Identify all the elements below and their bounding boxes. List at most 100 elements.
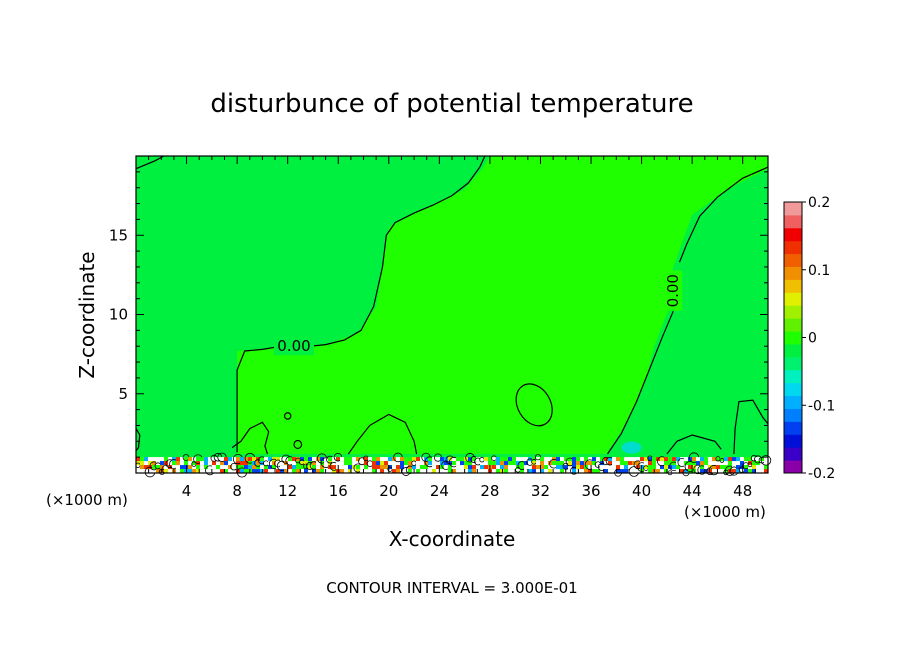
surface-cell xyxy=(724,457,728,462)
surface-cell xyxy=(360,465,364,470)
surface-cell xyxy=(624,469,628,474)
surface-cell xyxy=(312,465,316,470)
surface-cell xyxy=(724,469,728,474)
surface-cell xyxy=(408,465,412,470)
surface-cell xyxy=(608,469,612,474)
surface-cell xyxy=(356,457,360,462)
surface-cell xyxy=(616,469,620,474)
surface-cell xyxy=(216,461,220,466)
surface-cell xyxy=(184,461,188,466)
surface-cell xyxy=(216,465,220,470)
surface-cell xyxy=(260,465,264,470)
x-tick-label: 44 xyxy=(683,482,702,500)
surface-cell xyxy=(156,457,160,462)
surface-cell xyxy=(536,461,540,466)
surface-cell xyxy=(608,461,612,466)
surface-cell xyxy=(744,457,748,462)
colorbar-swatch xyxy=(784,214,802,229)
surface-cell xyxy=(180,465,184,470)
surface-cell xyxy=(316,469,320,474)
surface-cell xyxy=(740,457,744,462)
surface-cell xyxy=(304,469,308,474)
surface-cell xyxy=(296,457,300,462)
surface-cell xyxy=(316,465,320,470)
surface-cell xyxy=(200,465,204,470)
surface-cell xyxy=(452,461,456,466)
surface-cell xyxy=(704,469,708,474)
surface-cell xyxy=(428,461,432,466)
surface-cell xyxy=(372,457,376,462)
colorbar-tick-label: 0.2 xyxy=(808,195,830,211)
surface-cell xyxy=(284,465,288,470)
surface-cell xyxy=(484,457,488,462)
surface-cell xyxy=(628,461,632,466)
surface-cell xyxy=(744,465,748,470)
plot-area: 0.00 0.00 xyxy=(135,155,772,478)
surface-cell xyxy=(596,461,600,466)
surface-cell xyxy=(504,461,508,466)
surface-cell xyxy=(548,469,552,474)
surface-cell xyxy=(212,457,216,462)
contour-label-knockout xyxy=(274,337,314,356)
surface-cell xyxy=(540,469,544,474)
surface-cell xyxy=(236,461,240,466)
surface-cell xyxy=(512,457,516,462)
surface-cell xyxy=(224,465,228,470)
colorbar-swatch xyxy=(784,305,802,319)
surface-cell xyxy=(236,469,240,474)
surface-cell xyxy=(516,461,520,466)
surface-cell xyxy=(404,469,408,474)
surface-cell xyxy=(392,469,396,474)
surface-cell xyxy=(204,469,208,474)
surface-cell xyxy=(728,461,732,466)
surface-cell xyxy=(732,461,736,466)
contour-label: 0.00 xyxy=(277,337,310,355)
surface-cell xyxy=(324,457,328,462)
surface-cell xyxy=(524,461,528,466)
y-axis-label: Z-coordinate xyxy=(75,251,99,378)
surface-cell xyxy=(432,461,436,466)
surface-cell xyxy=(540,465,544,470)
surface-cell xyxy=(568,461,572,466)
colorbar-swatch xyxy=(784,421,802,435)
surface-cell xyxy=(444,465,448,470)
surface-cell xyxy=(748,457,752,462)
surface-cell xyxy=(496,469,500,474)
surface-cell xyxy=(188,469,192,474)
surface-cell xyxy=(596,457,600,462)
surface-cell xyxy=(224,461,228,466)
surface-cell xyxy=(264,469,268,474)
surface-cell xyxy=(156,465,160,470)
surface-cell xyxy=(736,465,740,470)
surface-cell xyxy=(560,465,564,470)
surface-cell xyxy=(248,457,252,462)
surface-cell xyxy=(312,469,316,474)
surface-cell xyxy=(616,465,620,470)
surface-cell xyxy=(556,469,560,474)
surface-cell xyxy=(176,457,180,462)
surface-cell xyxy=(288,465,292,470)
surface-cell xyxy=(544,469,548,474)
surface-cell xyxy=(680,469,684,474)
surface-cell xyxy=(224,457,228,462)
colorbar-swatch xyxy=(784,408,802,422)
surface-cell xyxy=(292,465,296,470)
surface-cell xyxy=(664,457,668,462)
surface-cell xyxy=(268,461,272,466)
surface-cell xyxy=(348,465,352,470)
surface-cell xyxy=(148,469,152,474)
surface-cell xyxy=(348,469,352,474)
surface-cell xyxy=(408,469,412,474)
surface-cell xyxy=(580,457,584,462)
surface-cell xyxy=(304,461,308,466)
surface-cell xyxy=(496,465,500,470)
surface-cell xyxy=(260,461,264,466)
surface-cell xyxy=(368,461,372,466)
surface-cell xyxy=(612,457,616,462)
contour-loop-3 xyxy=(293,439,303,450)
surface-cell xyxy=(196,469,200,474)
surface-cell xyxy=(400,457,404,462)
x-tick-label: 8 xyxy=(232,482,242,500)
surface-cell xyxy=(664,465,668,470)
